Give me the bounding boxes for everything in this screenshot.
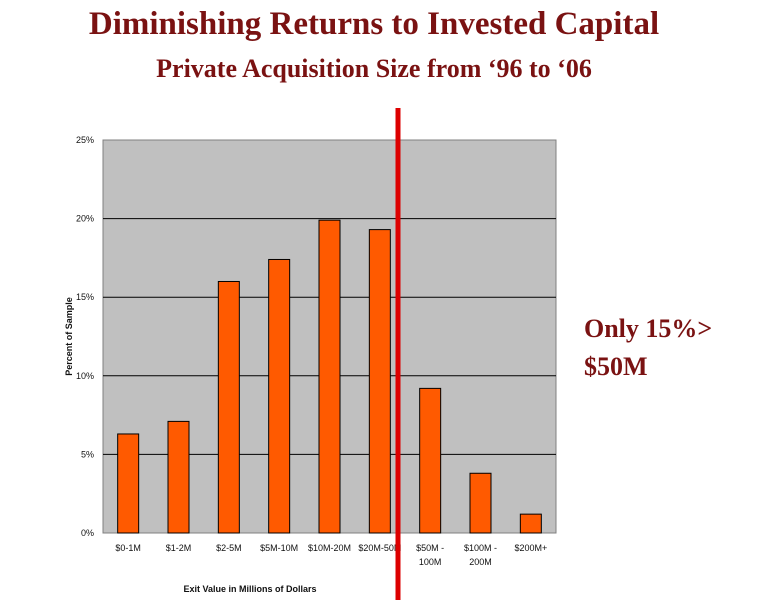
- bar: [519, 513, 542, 534]
- callout-note: Only 15%> $50M: [584, 310, 712, 386]
- callout-line-1: Only 15%>: [584, 314, 713, 343]
- bar: [419, 387, 442, 534]
- x-tick-label: $200M+: [514, 543, 547, 553]
- x-tick-label: $100M -200M: [464, 543, 497, 567]
- x-tick-label: $50M -100M: [416, 543, 444, 567]
- y-tick-label: 10%: [76, 371, 94, 381]
- callout-line-2: $50M: [584, 352, 648, 381]
- page-title: Diminishing Returns to Invested Capital: [88, 6, 660, 42]
- bar: [167, 420, 190, 534]
- x-tick-label: $2-5M: [216, 543, 242, 553]
- y-tick-label: 20%: [76, 214, 94, 224]
- bar: [368, 229, 391, 534]
- x-tick-label: $10M-20M: [308, 543, 351, 553]
- bar: [117, 433, 140, 534]
- x-tick-label: $20M-50M: [358, 543, 401, 553]
- y-tick-label: 5%: [81, 449, 94, 459]
- bar: [469, 472, 492, 534]
- y-tick-label: 25%: [76, 135, 94, 145]
- page-subtitle: Private Acquisition Size from ‘96 to ‘06: [156, 54, 592, 83]
- bar: [217, 280, 240, 534]
- bar: [268, 258, 291, 534]
- y-tick-label: 0%: [81, 528, 94, 538]
- x-tick-label: $1-2M: [166, 543, 192, 553]
- x-tick-label: $5M-10M: [260, 543, 298, 553]
- x-axis-title: Exit Value in Millions of Dollars: [183, 584, 316, 594]
- x-tick-label: $0-1M: [115, 543, 141, 553]
- y-axis-title: Percent of Sample: [64, 297, 74, 376]
- bar: [318, 219, 341, 534]
- y-tick-label: 15%: [76, 292, 94, 302]
